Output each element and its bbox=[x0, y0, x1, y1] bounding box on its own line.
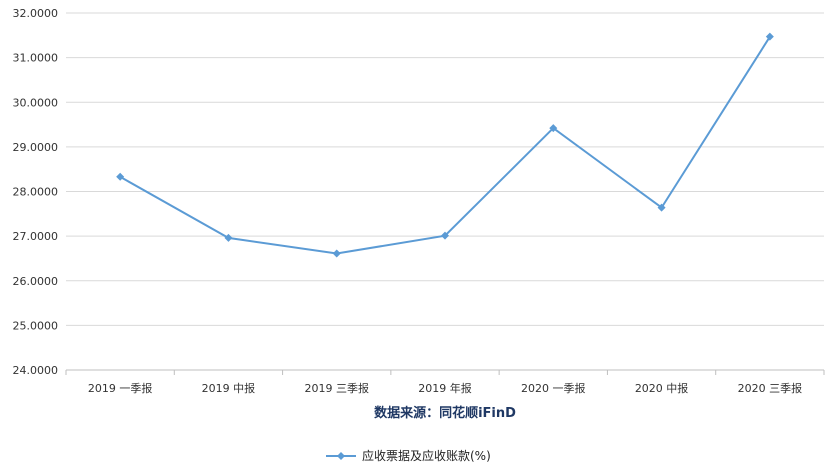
y-tick-label: 31.0000 bbox=[13, 52, 59, 65]
y-tick-label: 24.0000 bbox=[13, 364, 59, 377]
x-tick-label: 2019 中报 bbox=[202, 381, 256, 395]
x-tick-label: 2019 三季报 bbox=[304, 381, 369, 395]
data-point-marker bbox=[765, 32, 774, 41]
y-tick-label: 29.0000 bbox=[13, 141, 59, 154]
data-point-marker bbox=[441, 231, 449, 240]
legend-label: 应收票据及应收账款(%) bbox=[362, 448, 491, 463]
gridlines bbox=[66, 12, 824, 326]
y-tick-label: 30.0000 bbox=[13, 96, 59, 109]
data-point-marker bbox=[224, 233, 233, 242]
x-axis-ticks: 2019 一季报 2019 中报 2019 三季报 2019 年报 2020 一季报 20… bbox=[65, 370, 825, 395]
x-tick-label: 2020 一季报 bbox=[521, 381, 586, 395]
data-point-marker bbox=[549, 124, 558, 133]
x-tick-label: 2020 中报 bbox=[635, 381, 689, 395]
y-tick-label: 32.0000 bbox=[13, 7, 59, 20]
series-markers bbox=[116, 32, 774, 258]
x-tick-label: 2019 一季报 bbox=[88, 381, 153, 395]
x-tick-label: 2019 年报 bbox=[418, 381, 472, 395]
y-tick-label: 26.0000 bbox=[13, 275, 59, 288]
data-point-marker bbox=[657, 203, 666, 212]
legend-diamond-icon bbox=[337, 452, 345, 460]
y-axis-ticks: 24.0000 25.0000 26.0000 27.0000 28.0000 29.00… bbox=[13, 7, 59, 377]
x-axis-title: 数据来源：同花顺iFinD bbox=[374, 405, 516, 421]
y-tick-label: 28.0000 bbox=[13, 186, 59, 199]
series-line bbox=[119, 36, 771, 255]
data-point-marker bbox=[332, 249, 341, 258]
data-point-marker bbox=[116, 172, 125, 181]
x-tick-label: 2020 三季报 bbox=[738, 381, 803, 395]
legend: 应收票据及应收账款(%) bbox=[326, 448, 491, 463]
y-tick-label: 25.0000 bbox=[13, 319, 59, 332]
y-tick-label: 27.0000 bbox=[13, 230, 59, 243]
